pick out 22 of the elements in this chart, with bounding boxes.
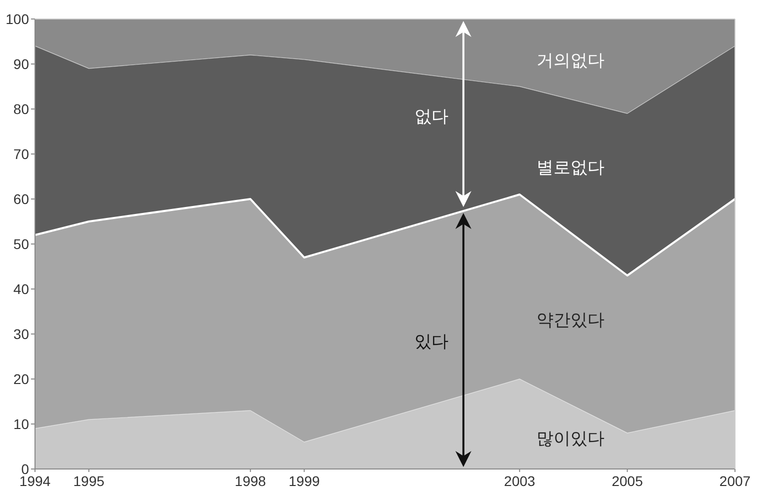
annotation: 있다 (414, 332, 448, 351)
y-tick-label: 50 (13, 236, 30, 252)
series-label: 거의없다 (536, 51, 604, 70)
x-tick-label: 2003 (504, 473, 536, 488)
x-tick-label: 2005 (612, 473, 644, 488)
y-tick-label: 70 (13, 146, 30, 162)
y-tick-label: 100 (6, 11, 30, 27)
series-label: 약간있다 (536, 310, 604, 330)
x-tick-label: 1998 (234, 473, 266, 488)
x-tick-label: 2007 (719, 473, 751, 488)
y-tick-label: 60 (13, 191, 30, 207)
series-label: 많이있다 (536, 428, 604, 448)
y-tick-label: 80 (13, 101, 30, 117)
y-tick-label: 40 (13, 281, 30, 297)
series-label: 별로없다 (536, 158, 604, 178)
y-tick-label: 90 (13, 56, 30, 72)
y-tick-label: 30 (13, 326, 30, 342)
x-tick-label: 1999 (288, 473, 320, 488)
annotation: 없다 (414, 106, 448, 126)
y-tick-label: 20 (13, 371, 30, 387)
y-tick-label: 10 (13, 416, 30, 432)
x-tick-label: 1995 (73, 473, 105, 488)
